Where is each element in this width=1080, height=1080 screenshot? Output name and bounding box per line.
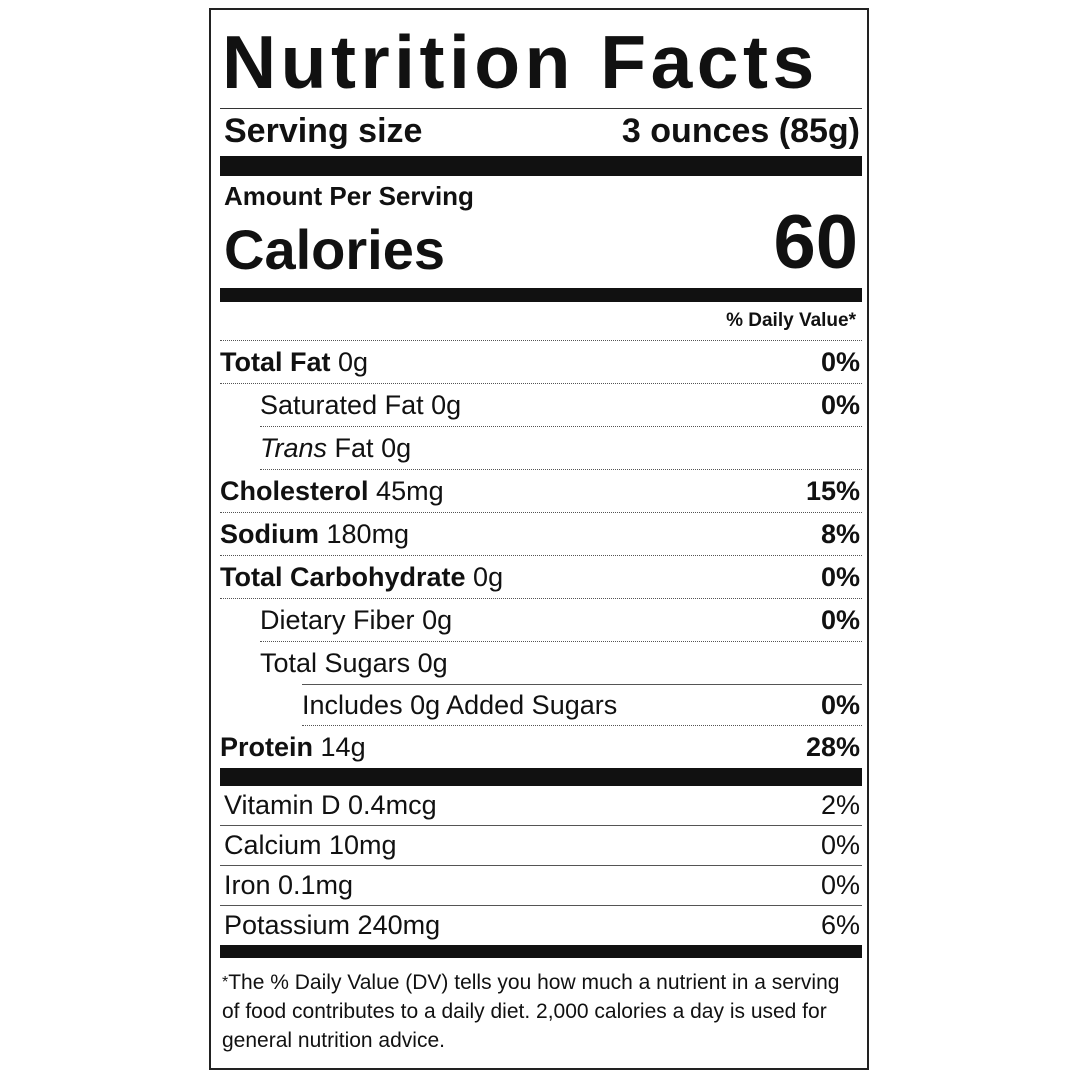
vitamin-name: Calcium 10mg	[224, 830, 397, 860]
nutrient-name-suffix: Fat	[334, 432, 374, 463]
nutrient-name: Sodium	[220, 518, 319, 549]
nutrient-name: Total Fat	[220, 346, 331, 377]
nutrient-dv: 0%	[820, 689, 860, 720]
nutrient-row-protein: Protein 14g 28%	[220, 726, 862, 768]
vitamin-name: Potassium 240mg	[224, 910, 441, 940]
footnote-asterisk: *	[222, 974, 229, 991]
nutrient-row-total-fat: Total Fat 0g 0%	[220, 341, 862, 384]
nutrient-name: Total Carbohydrate	[220, 561, 466, 592]
thick-divider	[220, 288, 862, 302]
nutrient-amount: 0g	[473, 561, 504, 592]
nutrient-name: Dietary Fiber	[260, 604, 415, 635]
calories-label: Calories	[224, 218, 445, 281]
vitamin-dv: 2%	[820, 790, 860, 820]
nutrient-row-trans-fat: Trans Fat 0g	[260, 427, 862, 470]
nutrient-dv: 28%	[805, 731, 860, 762]
nutrient-row-total-sugars: Total Sugars 0g	[260, 642, 862, 684]
serving-size-row: Serving size 3 ounces (85g)	[220, 109, 862, 153]
nutrient-name: Total Sugars	[260, 647, 411, 678]
vitamin-dv: 0%	[820, 870, 860, 900]
nutrient-amount: 180mg	[326, 518, 410, 549]
vitamin-dv: 6%	[820, 910, 860, 940]
nutrient-amount: 0g	[417, 647, 448, 678]
nutrition-facts-label: Nutrition Facts Serving size 3 ounces (8…	[209, 8, 869, 1070]
calories-value: 60	[773, 200, 858, 285]
nutrient-name: Protein	[220, 731, 314, 762]
nutrient-name: Saturated Fat	[260, 389, 424, 420]
nutrient-name: Trans	[260, 432, 328, 463]
vitamin-row-potassium: Potassium 240mg 6%	[220, 906, 862, 945]
nutrient-name: Includes 0g Added Sugars	[302, 689, 618, 720]
nutrient-row-saturated-fat: Saturated Fat 0g 0%	[260, 384, 862, 427]
vitamin-name: Vitamin D 0.4mcg	[224, 790, 437, 820]
daily-value-header: % Daily Value*	[220, 302, 862, 341]
footnote: *The % Daily Value (DV) tells you how mu…	[220, 968, 862, 1055]
vitamin-dv: 0%	[820, 830, 860, 860]
nutrient-dv: 0%	[820, 604, 860, 635]
nutrient-name: Cholesterol	[220, 475, 369, 506]
nutrient-dv: 8%	[820, 518, 860, 549]
nutrient-amount: 45mg	[376, 475, 444, 506]
nutrient-row-total-carbohydrate: Total Carbohydrate 0g 0%	[220, 556, 862, 599]
vitamin-name: Iron 0.1mg	[224, 870, 354, 900]
nutrient-dv: 0%	[820, 346, 860, 377]
label-title: Nutrition Facts	[220, 10, 862, 109]
vitamin-row-iron: Iron 0.1mg 0%	[220, 866, 862, 906]
nutrient-row-cholesterol: Cholesterol 45mg 15%	[220, 470, 862, 513]
nutrient-dv: 0%	[820, 561, 860, 592]
serving-size-label: Serving size	[224, 111, 423, 150]
serving-size-value: 3 ounces (85g)	[621, 111, 860, 150]
thick-divider	[220, 156, 862, 176]
footnote-text: The % Daily Value (DV) tells you how muc…	[222, 971, 840, 1052]
nutrient-amount: 0g	[431, 389, 462, 420]
nutrient-amount: 0g	[338, 346, 369, 377]
nutrient-row-dietary-fiber: Dietary Fiber 0g 0%	[260, 599, 862, 642]
nutrient-amount: 14g	[320, 731, 366, 762]
thick-divider	[220, 768, 862, 786]
vitamin-row-vitamin-d: Vitamin D 0.4mcg 2%	[220, 786, 862, 826]
thick-divider	[220, 945, 862, 958]
nutrient-row-added-sugars: Includes 0g Added Sugars 0%	[302, 684, 862, 726]
nutrient-amount: 0g	[381, 432, 412, 463]
nutrient-dv: 0%	[820, 389, 860, 420]
nutrient-amount: 0g	[422, 604, 453, 635]
nutrient-row-sodium: Sodium 180mg 8%	[220, 513, 862, 556]
amount-per-serving: Amount Per Serving	[224, 181, 474, 211]
vitamin-row-calcium: Calcium 10mg 0%	[220, 826, 862, 866]
nutrient-dv: 15%	[805, 475, 860, 506]
calories-row: Calories 60	[220, 203, 862, 283]
